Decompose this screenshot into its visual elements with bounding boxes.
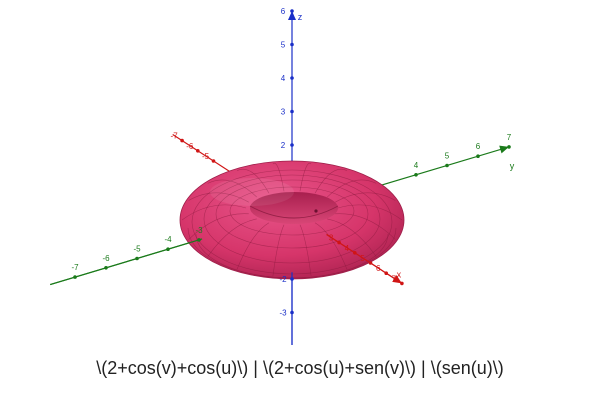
x-axis-tick-label: -6 [186,142,194,151]
x-axis-line-front [326,233,403,284]
torus-mesh-meridian [335,213,396,240]
y-axis-tick-dot [445,163,449,168]
x-axis-tick-dot [196,149,200,153]
torus-mesh-ring [229,186,355,236]
z-axis-tick-label: 4 [281,74,286,83]
x-axis-arrow [392,275,402,284]
y-axis-tick-label: 4 [414,161,419,170]
x-axis-tick-dot [180,138,184,143]
z-axis-tick-dot [290,109,294,114]
torus-hole-wall [250,192,338,224]
axes-front-layer: -2-3-7-6-5-4-334567x [50,209,404,345]
torus-mesh-meridian [337,204,403,221]
y-axis-tick-label: -4 [164,235,172,244]
parametric-equation-caption: \(2+cos(v)+cos(u)\) | \(2+cos(u)+sen(v)\… [96,358,504,378]
z-axis-tick-label: 5 [281,41,286,50]
x-axis-tick-label: -5 [202,152,210,161]
torus-mesh-meridian [335,192,396,203]
y-axis-tick-label: -6 [102,254,110,263]
torus-mesh-meridian [272,224,285,277]
y-axis-tick-label: 5 [445,152,450,161]
torus-mesh-meridian [314,222,348,270]
y-axis-tick-label: -5 [133,245,141,254]
torus-mesh-meridian [236,169,270,194]
torus-highlight [210,178,294,206]
y-axis-tick-label: -3 [195,226,203,235]
z-axis-tick-label: 2 [281,141,286,150]
torus-mesh-meridian [188,213,249,240]
torus-hole-edge [249,205,339,219]
torus-mesh-meridian [299,162,312,192]
torus-mesh-meridian [207,218,257,257]
torus-mesh-meridian [207,179,257,198]
torus-mesh-meridian [181,204,247,221]
torus-mesh-meridian [299,224,312,277]
z-axis-name: z [298,12,303,22]
z-axis-tick-dot [290,42,294,47]
torus-mesh-meridian [327,179,377,198]
z-axis-tick-dot [290,76,294,80]
x-axis-tick-dot [211,159,216,163]
z-axis-arrow [288,11,296,20]
y-axis-arrow [499,145,509,154]
y-axis-tick-dot [507,145,511,149]
plot-canvas[interactable]: 6543214567-7-6-5zy -2-3-7-6-5-4-334567x [0,0,600,345]
surface-point [314,209,318,213]
y-axis-tick-dot [476,154,480,158]
x-axis-tick-label: -7 [171,132,179,141]
torus-mesh-ring [203,174,381,264]
torus-mesh-meridian [236,222,270,270]
y-axis-tick-label: -7 [71,263,79,272]
torus-mesh-meridian [272,162,285,192]
z-axis-tick-label: -3 [279,309,287,318]
y-axis-line-front [50,238,203,286]
x-axis-name: x [397,269,402,279]
z-axis-tick-dot [290,9,294,13]
y-axis-name: y [510,161,515,171]
torus-mesh-meridian [314,169,348,194]
y-axis-tick-label: 7 [507,133,512,142]
torus-mesh-meridian [188,192,249,203]
z-axis-tick-label: 6 [281,7,286,16]
z-axis-tick-dot [290,143,294,147]
torus-mesh-meridian [327,218,377,257]
z-axis-tick-label: -2 [279,275,287,284]
z-axis-tick-label: 3 [281,108,286,117]
y-axis-tick-dot [414,173,418,177]
y-axis-tick-label: 6 [476,142,481,151]
torus-mesh-ring [215,179,369,249]
